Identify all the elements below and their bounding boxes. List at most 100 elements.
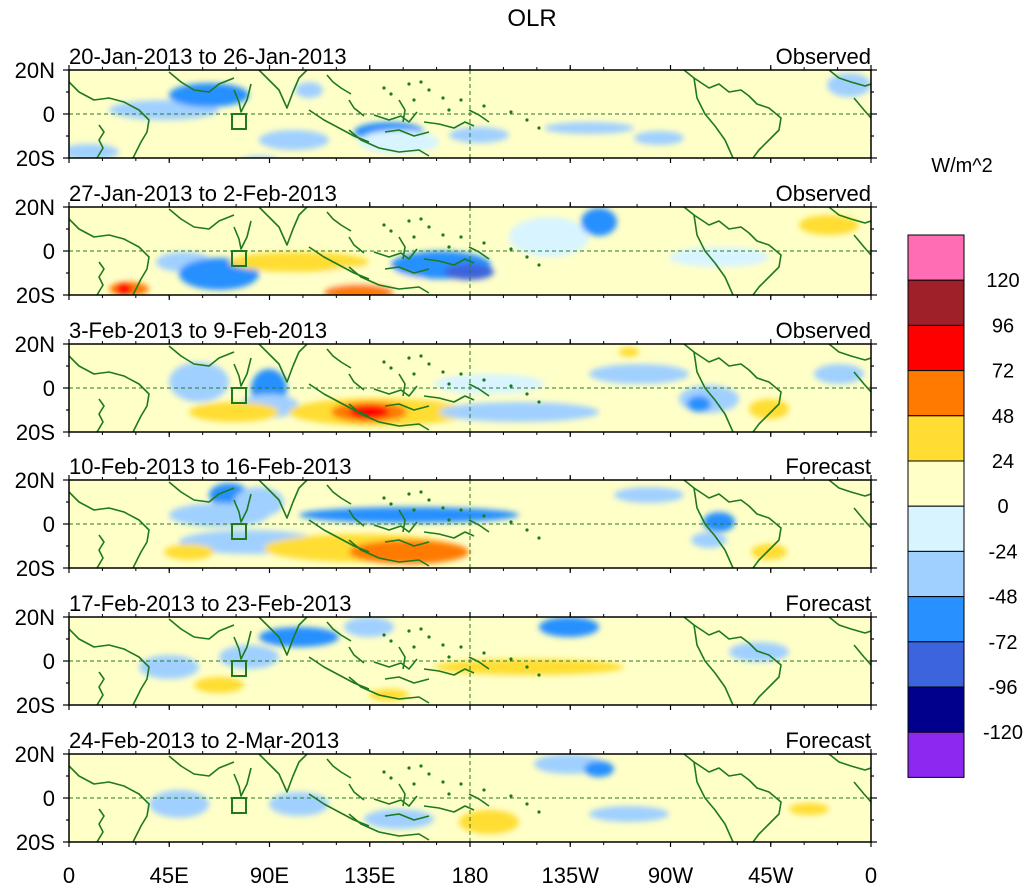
panel-date-range: 17-Feb-2013 to 23-Feb-2013 [69,591,352,616]
island [412,645,416,649]
anomaly-contour [269,792,329,816]
longitude-label: 0 [63,863,75,887]
coastline [168,618,235,640]
coastline [233,357,252,387]
latitude-label: 20S [16,830,55,855]
coastline [69,491,150,568]
coastline [373,521,418,533]
anomaly-contour [634,131,684,145]
island [482,378,486,382]
island-dots [382,80,541,130]
island-dots [382,354,541,404]
coastline [348,99,365,117]
anomaly-contour [364,809,434,829]
anomaly-contour [169,503,269,527]
island [427,88,431,92]
island [537,263,541,267]
island [407,219,411,223]
coastline [233,83,252,113]
anomaly-contour [299,507,519,523]
island [482,514,486,518]
colorbar-swatch [907,505,965,552]
coastline [683,480,782,568]
panel-date-range: 20-Jan-2013 to 26-Jan-2013 [69,44,347,69]
anomaly-contour [589,364,689,384]
island [459,235,463,239]
olr-anomaly-field [169,347,864,426]
coastline [693,487,734,568]
island-dots [382,764,541,814]
island [419,490,423,494]
coastline [168,345,235,367]
island [525,255,529,259]
longitude-label: 90W [648,863,693,887]
island [407,766,411,770]
colorbar-label: 24 [992,451,1014,473]
island [447,518,451,522]
coastline [69,355,150,432]
island [482,651,486,655]
map-panel: 27-Jan-2013 to 2-Feb-2013 Observed 20N 0 20S [15,181,877,308]
island [525,528,529,532]
coastline [348,509,365,527]
coastline [373,658,418,670]
island [482,241,486,245]
coastline [69,218,150,295]
latitude-label: 20S [16,146,55,171]
anomaly-contour [444,264,494,280]
island [459,508,463,512]
island [447,655,451,659]
anomaly-contour [169,83,249,107]
island-dots [382,217,541,267]
coastline [373,111,418,123]
coastline [258,480,308,519]
coastline [683,70,782,158]
anomaly-contour [259,130,329,150]
coastline [853,371,871,393]
coastline [373,795,418,807]
island [537,810,541,814]
anomaly-contour [703,512,735,532]
anomaly-contour [404,547,454,563]
anomaly-contour [219,645,279,669]
coastline [348,403,430,431]
coastline [326,348,352,369]
coastline [326,211,352,232]
coastline [258,344,308,383]
island [389,92,393,96]
coastline [168,755,235,777]
anomaly-contour [589,806,669,822]
coastline [693,624,734,705]
anomaly-contour [799,215,859,235]
panel-type-label: Forecast [785,591,871,616]
coastline [468,109,490,123]
coastline [69,628,150,705]
coastline [384,676,430,684]
coastline [233,630,252,660]
coastline [258,754,308,793]
island [412,235,416,239]
anomaly-contour [259,627,339,647]
coastline [384,129,430,137]
colorbar-label: -96 [989,677,1018,699]
coastline [326,484,352,505]
map-panel: 20-Jan-2013 to 26-Jan-2013 Observed 20N 0 20… [15,44,877,171]
colorbar-swatch [907,234,965,281]
anomaly-contour [324,284,394,295]
coastline [398,509,406,533]
island [441,506,445,510]
island [459,645,463,649]
coastline [423,531,475,539]
island [389,639,393,643]
island [407,356,411,360]
island [441,96,445,100]
coastline [96,671,105,705]
panel-date-range: 24-Feb-2013 to 2-Mar-2013 [69,728,339,753]
coastline [828,207,871,224]
colorbar-label: -120 [983,722,1023,744]
island [537,536,541,540]
coastline [96,124,105,158]
map-panel: 3-Feb-2013 to 9-Feb-2013 Observed 20N 0 20S [15,318,877,445]
latitude-label: 20N [15,195,55,220]
